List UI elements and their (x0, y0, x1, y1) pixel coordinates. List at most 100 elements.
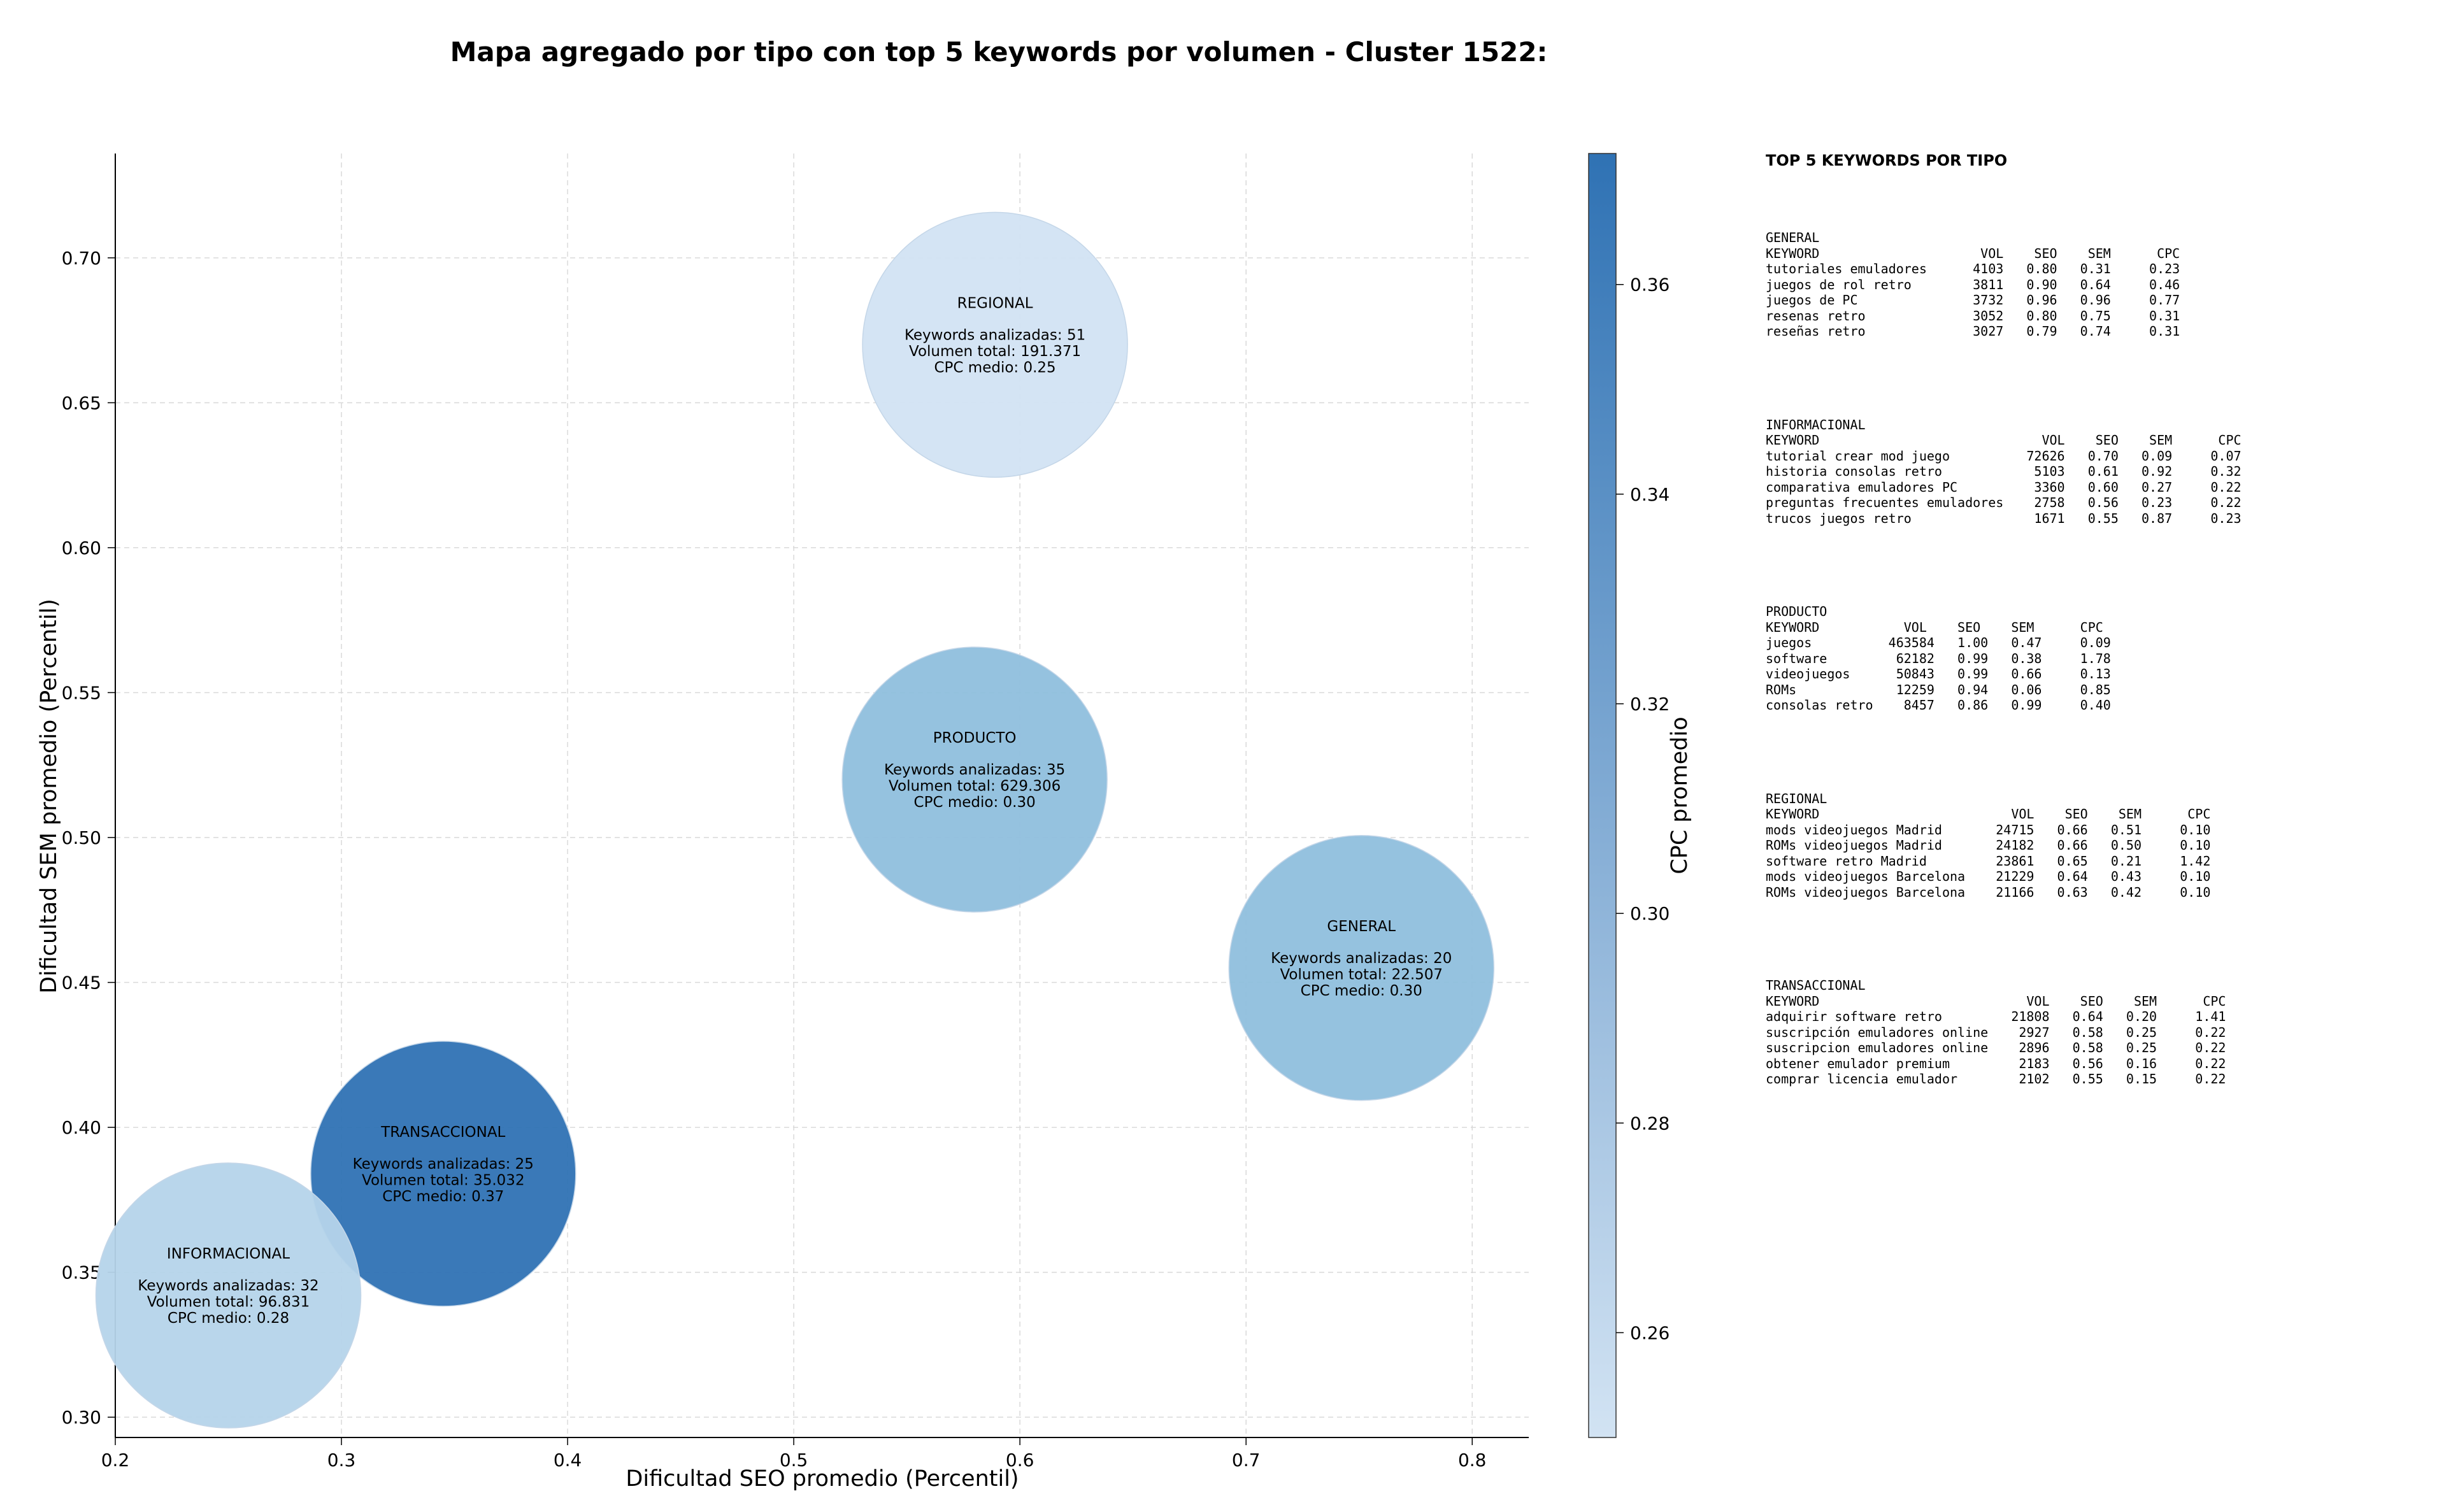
x-axis-label: Dificultad SEO promedio (Percentil) (626, 1466, 1019, 1492)
bubble-keywords-label: Keywords analizadas: 51 (905, 327, 1085, 343)
colorbar-label: CPC promedio (1667, 717, 1692, 874)
y-tick-label: 0.40 (62, 1117, 101, 1138)
keyword-table-row: suscripción emuladores online 2927 0.58 … (1766, 1024, 2226, 1040)
colorbar-ticks: 0.26 0.28 0.30 0.32 0.34 0.36 (1616, 275, 1670, 1343)
keyword-tables: GENERAL KEYWORD VOL SEO SEM CPC tutoriales… (1766, 230, 2428, 1087)
keyword-table-type: INFORMACIONAL (1766, 417, 1866, 432)
bubble-type-label: REGIONAL (957, 295, 1033, 311)
axes: 0.2 0.3 0.4 0.5 0.6 0.7 0.8 0.30 0.35 0.40 0.45 0.5… (62, 153, 1529, 1471)
keyword-table-header: KEYWORD VOL SEO SEM CPC (1766, 993, 2226, 1009)
bubble-circle (95, 1162, 362, 1429)
bubble-volume-label: Volumen total: 35.032 (362, 1172, 525, 1188)
bubble-keywords-label: Keywords analizadas: 20 (1271, 950, 1452, 967)
keyword-table-row: mods videojuegos Barcelona 21229 0.64 0.… (1766, 869, 2211, 884)
keyword-table-row: juegos 463584 1.00 0.47 0.09 (1766, 635, 2111, 650)
keyword-table-row: resenas retro 3052 0.80 0.75 0.31 (1766, 308, 2180, 324)
bubble-circle (862, 211, 1128, 478)
bubble-keywords-label: Keywords analizadas: 25 (353, 1156, 534, 1173)
keyword-table-header: KEYWORD VOL SEO SEM CPC (1766, 245, 2180, 261)
keyword-table-row: consolas retro 8457 0.86 0.99 0.40 (1766, 697, 2111, 713)
keyword-table-informacional: INFORMACIONAL KEYWORD VOL SEO SEM CPC tuto… (1766, 417, 2428, 527)
colorbar (1588, 153, 1617, 1438)
keyword-table-type: GENERAL (1766, 230, 1820, 245)
bubble-cpc-label: CPC medio: 0.25 (934, 359, 1056, 376)
bubble-type-label: INFORMACIONAL (167, 1246, 290, 1262)
x-tick-label: 0.6 (1006, 1450, 1034, 1471)
y-tick-label: 0.50 (62, 827, 101, 848)
bubble-volume-label: Volumen total: 96.831 (147, 1294, 310, 1311)
x-tick-label: 0.8 (1458, 1450, 1487, 1471)
top-keywords-panel: TOP 5 KEYWORDS POR TIPO GENERAL KEYWORD V… (1766, 152, 2428, 1087)
keyword-table-header: KEYWORD VOL SEO SEM CPC (1766, 432, 2242, 448)
keyword-table-row: comprar licencia emulador 2102 0.55 0.15… (1766, 1071, 2226, 1087)
keyword-table-transaccional: TRANSACCIONAL KEYWORD VOL SEO SEM CPC adqu… (1766, 978, 2428, 1087)
panel-title: TOP 5 KEYWORDS POR TIPO (1766, 152, 2008, 169)
keyword-table-row: preguntas frecuentes emuladores 2758 0.5… (1766, 495, 2242, 510)
keyword-table-row: adquirir software retro 21808 0.64 0.20 … (1766, 1009, 2226, 1024)
keyword-table-type: REGIONAL (1766, 790, 1827, 806)
keyword-table-row: juegos de rol retro 3811 0.90 0.64 0.46 (1766, 276, 2180, 292)
y-axis-label: Dificultad SEM promedio (Percentil) (36, 599, 62, 994)
colorbar-tick-label: 0.26 (1630, 1322, 1670, 1343)
x-tick-label: 0.5 (780, 1450, 808, 1471)
colorbar-tick-label: 0.34 (1630, 484, 1670, 505)
keyword-table-general: GENERAL KEYWORD VOL SEO SEM CPC tutoriales… (1766, 230, 2428, 339)
bubble-keywords-label: Keywords analizadas: 35 (884, 762, 1065, 778)
keyword-table-row: historia consolas retro 5103 0.61 0.92 0… (1766, 464, 2242, 479)
colorbar-tick-label: 0.30 (1630, 903, 1670, 924)
keyword-table-regional: REGIONAL KEYWORD VOL SEO SEM CPC mods vide… (1766, 791, 2428, 901)
keyword-table-header: KEYWORD VOL SEO SEM CPC (1766, 619, 2103, 635)
bubble-cpc-label: CPC medio: 0.30 (1301, 983, 1422, 999)
bubble-circle (1228, 835, 1495, 1101)
keyword-table-row: videojuegos 50843 0.99 0.66 0.13 (1766, 666, 2111, 681)
y-tick-label: 0.45 (62, 973, 101, 994)
bubble-transaccional: TRANSACCIONAL Keywords analizadas: 25Volu… (310, 1041, 576, 1307)
bubble-cpc-label: CPC medio: 0.30 (914, 794, 1036, 811)
bubble-cpc-label: CPC medio: 0.28 (168, 1310, 289, 1327)
keyword-table-row: software 62182 0.99 0.38 1.78 (1766, 650, 2111, 666)
bubble-keywords-label: Keywords analizadas: 32 (138, 1278, 318, 1294)
bubble-volume-label: Volumen total: 22.507 (1280, 966, 1443, 983)
bubble-informacional: INFORMACIONAL Keywords analizadas: 32Volu… (95, 1162, 362, 1429)
y-tick-label: 0.55 (62, 682, 101, 703)
keyword-table-row: mods videojuegos Madrid 24715 0.66 0.51 … (1766, 822, 2211, 838)
y-tick-label: 0.60 (62, 538, 101, 559)
keyword-table-producto: PRODUCTO KEYWORD VOL SEO SEM CPC juegos 46… (1766, 604, 2428, 713)
keyword-table-row: ROMs videojuegos Madrid 24182 0.66 0.50 … (1766, 838, 2211, 853)
keyword-table-type: TRANSACCIONAL (1766, 978, 1866, 993)
y-tick-label: 0.70 (62, 248, 101, 269)
y-tick-label: 0.65 (62, 392, 101, 413)
colorbar-tick-label: 0.28 (1630, 1113, 1670, 1134)
keyword-table-row: reseñas retro 3027 0.79 0.74 0.31 (1766, 324, 2180, 339)
keyword-table-row: ROMs 12259 0.94 0.06 0.85 (1766, 681, 2111, 697)
keyword-table-row: comparativa emuladores PC 3360 0.60 0.27… (1766, 479, 2242, 495)
colorbar-tick-label: 0.32 (1630, 694, 1670, 715)
y-tick-label: 0.30 (62, 1407, 101, 1428)
bubble-type-label: PRODUCTO (933, 730, 1017, 746)
keyword-table-row: obtener emulador premium 2183 0.56 0.16 … (1766, 1055, 2226, 1071)
keyword-table-row: ROMs videojuegos Barcelona 21166 0.63 0.… (1766, 884, 2211, 900)
bubble-circle (310, 1041, 576, 1307)
keyword-table-row: tutorial crear mod juego 72626 0.70 0.09… (1766, 448, 2242, 464)
x-tick-label: 0.2 (101, 1450, 130, 1471)
keyword-table-row: software retro Madrid 23861 0.65 0.21 1.… (1766, 853, 2211, 869)
bubble-volume-label: Volumen total: 629.306 (889, 778, 1061, 794)
keyword-table-row: tutoriales emuladores 4103 0.80 0.31 0.2… (1766, 261, 2180, 276)
x-tick-label: 0.7 (1232, 1450, 1261, 1471)
bubble-type-label: GENERAL (1327, 918, 1396, 935)
bubble-circle (841, 646, 1108, 913)
colorbar-tick-label: 0.36 (1630, 275, 1670, 296)
x-tick-label: 0.3 (327, 1450, 356, 1471)
keyword-table-header: KEYWORD VOL SEO SEM CPC (1766, 806, 2211, 822)
keyword-table-row: trucos juegos retro 1671 0.55 0.87 0.23 (1766, 510, 2242, 526)
keyword-table-type: PRODUCTO (1766, 604, 1827, 619)
bubble-volume-label: Volumen total: 191.371 (909, 343, 1081, 360)
x-tick-label: 0.4 (554, 1450, 582, 1471)
keyword-table-row: juegos de PC 3732 0.96 0.96 0.77 (1766, 292, 2180, 308)
keyword-table-row: suscripcion emuladores online 2896 0.58 … (1766, 1040, 2226, 1055)
chart-title: Mapa agregado por tipo con top 5 keyword… (450, 36, 1548, 68)
